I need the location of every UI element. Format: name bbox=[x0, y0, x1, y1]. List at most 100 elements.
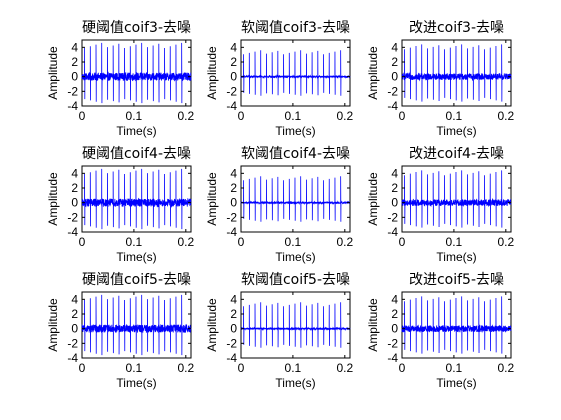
subplot-title: 硬阈值coif4-去噪 bbox=[82, 146, 191, 162]
y-tick-label: 2 bbox=[391, 307, 398, 321]
subplot-title: 改进coif5-去噪 bbox=[409, 272, 504, 288]
y-tick-label: -4 bbox=[387, 225, 398, 239]
y-tick-label: 0 bbox=[391, 322, 398, 336]
y-tick-label: -2 bbox=[387, 84, 398, 98]
x-tick-label: 0.2 bbox=[497, 235, 514, 249]
y-axis-label: Amplitude bbox=[46, 298, 60, 352]
y-tick-label: 2 bbox=[391, 55, 398, 69]
y-tick-label: 2 bbox=[71, 307, 78, 321]
y-tick-label: -4 bbox=[67, 99, 78, 113]
y-tick-label: 2 bbox=[71, 181, 78, 195]
axes-box bbox=[240, 291, 351, 359]
signal-line bbox=[240, 176, 351, 222]
signal-line bbox=[401, 296, 512, 354]
y-tick-label: 4 bbox=[71, 40, 78, 54]
x-axis-label: Time(s) bbox=[116, 250, 156, 264]
y-tick-label: 2 bbox=[230, 181, 237, 195]
subplot-4: 0 0.1 0.2-4-2024硬阈值coif4-去噪Time(s)Amplitud… bbox=[46, 146, 194, 264]
signal-line bbox=[401, 44, 512, 102]
subplot-2: 0 0.1 0.2-4-2024软阈值coif3-去噪Time(s)Amplitud… bbox=[205, 20, 353, 138]
x-tick-label: 0 bbox=[399, 235, 406, 249]
x-tick-label: 0.2 bbox=[177, 361, 194, 375]
y-axis-label: Amplitude bbox=[46, 46, 60, 100]
subplot-7: 0 0.1 0.2-4-2024硬阈值coif5-去噪Time(s)Amplitud… bbox=[46, 272, 194, 390]
x-tick-label: 0 bbox=[238, 109, 245, 123]
y-tick-label: 4 bbox=[230, 292, 237, 306]
y-tick-label: -2 bbox=[226, 336, 237, 350]
y-tick-label: 2 bbox=[391, 181, 398, 195]
x-tick-label: 0.1 bbox=[446, 109, 463, 123]
x-tick-label: 0.1 bbox=[285, 109, 302, 123]
y-tick-label: -2 bbox=[387, 336, 398, 350]
x-tick-label: 0.1 bbox=[446, 361, 463, 375]
x-tick-label: 0 bbox=[79, 109, 86, 123]
subplot-title: 硬阈值coif3-去噪 bbox=[82, 20, 191, 36]
y-tick-label: 4 bbox=[230, 40, 237, 54]
subplot-5: 0 0.1 0.2-4-2024软阈值coif4-去噪Time(s)Amplitud… bbox=[205, 146, 353, 264]
y-tick-label: -2 bbox=[67, 84, 78, 98]
x-tick-label: 0 bbox=[238, 235, 245, 249]
y-tick-label: -4 bbox=[387, 99, 398, 113]
x-tick-label: 0.2 bbox=[177, 109, 194, 123]
x-tick-label: 0.1 bbox=[126, 235, 143, 249]
signal-line bbox=[240, 50, 351, 96]
y-tick-label: -4 bbox=[226, 225, 237, 239]
y-tick-label: 0 bbox=[391, 70, 398, 84]
x-tick-label: 0 bbox=[399, 361, 406, 375]
y-axis-label: Amplitude bbox=[366, 46, 380, 100]
x-tick-label: 0 bbox=[79, 235, 86, 249]
x-tick-label: 0.2 bbox=[336, 235, 353, 249]
y-tick-label: -4 bbox=[387, 351, 398, 365]
y-axis-label: Amplitude bbox=[205, 172, 219, 226]
subplot-title: 硬阈值coif5-去噪 bbox=[82, 272, 191, 288]
x-tick-label: 0.1 bbox=[285, 361, 302, 375]
x-axis-label: Time(s) bbox=[116, 124, 156, 138]
y-tick-label: 0 bbox=[71, 70, 78, 84]
x-tick-label: 0.2 bbox=[336, 361, 353, 375]
y-tick-label: 0 bbox=[391, 196, 398, 210]
signal-line bbox=[81, 294, 192, 356]
y-tick-label: -2 bbox=[226, 84, 237, 98]
y-tick-label: 4 bbox=[230, 166, 237, 180]
signal-line bbox=[81, 42, 192, 104]
y-tick-label: 0 bbox=[230, 322, 237, 336]
y-tick-label: -2 bbox=[67, 210, 78, 224]
y-tick-label: 0 bbox=[71, 196, 78, 210]
y-tick-label: 4 bbox=[71, 166, 78, 180]
x-axis-label: Time(s) bbox=[436, 250, 476, 264]
x-axis-label: Time(s) bbox=[275, 250, 315, 264]
y-axis-label: Amplitude bbox=[366, 172, 380, 226]
y-tick-label: 4 bbox=[391, 166, 398, 180]
subplot-title: 软阈值coif4-去噪 bbox=[241, 146, 350, 162]
y-axis-label: Amplitude bbox=[205, 46, 219, 100]
y-tick-label: -2 bbox=[387, 210, 398, 224]
x-tick-label: 0.2 bbox=[177, 235, 194, 249]
y-tick-label: -4 bbox=[226, 351, 237, 365]
y-tick-label: -2 bbox=[226, 210, 237, 224]
y-axis-label: Amplitude bbox=[205, 298, 219, 352]
signal-line bbox=[401, 170, 512, 228]
axes-box bbox=[240, 39, 351, 107]
y-tick-label: 0 bbox=[71, 322, 78, 336]
subplot-title: 改进coif3-去噪 bbox=[409, 20, 504, 36]
signal-line bbox=[240, 302, 351, 348]
subplot-8: 0 0.1 0.2-4-2024软阈值coif5-去噪Time(s)Amplitud… bbox=[205, 272, 353, 390]
x-tick-label: 0.1 bbox=[446, 235, 463, 249]
y-tick-label: -2 bbox=[67, 336, 78, 350]
subplot-title: 软阈值coif3-去噪 bbox=[241, 20, 350, 36]
x-tick-label: 0 bbox=[79, 361, 86, 375]
y-axis-label: Amplitude bbox=[366, 298, 380, 352]
y-tick-label: -4 bbox=[226, 99, 237, 113]
x-axis-label: Time(s) bbox=[275, 376, 315, 390]
y-tick-label: 4 bbox=[71, 292, 78, 306]
x-tick-label: 0.2 bbox=[497, 109, 514, 123]
subplot-1: 0 0.1 0.2-4-2024硬阈值coif3-去噪Time(s)Amplitud… bbox=[46, 20, 194, 138]
x-tick-label: 0.1 bbox=[126, 109, 143, 123]
x-axis-label: Time(s) bbox=[436, 124, 476, 138]
subplot-title: 改进coif4-去噪 bbox=[409, 146, 504, 162]
x-tick-label: 0 bbox=[238, 361, 245, 375]
x-axis-label: Time(s) bbox=[436, 376, 476, 390]
y-tick-label: 2 bbox=[230, 55, 237, 69]
axes-box bbox=[240, 165, 351, 233]
